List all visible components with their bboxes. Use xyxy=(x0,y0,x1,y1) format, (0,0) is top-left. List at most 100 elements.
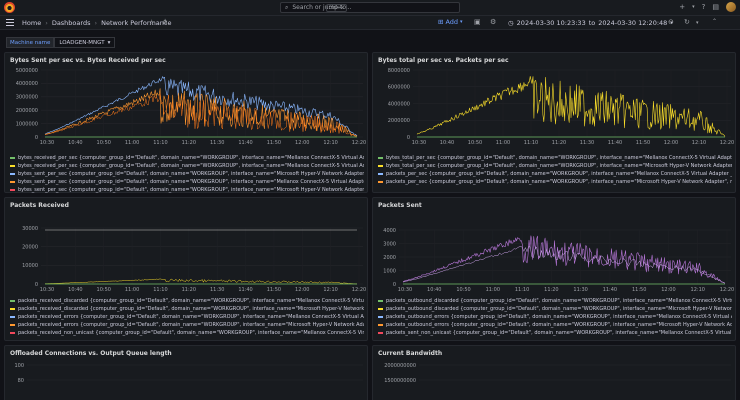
legend-swatch xyxy=(10,157,15,159)
legend-swatch xyxy=(10,300,15,302)
y-tick-label: 0 xyxy=(35,135,38,141)
legend-label: packets_outbound_discarded {computer_gro… xyxy=(386,298,732,304)
legend-label: packets_received_discarded {computer_gro… xyxy=(18,298,364,304)
x-tick-label: 11:20 xyxy=(552,140,566,146)
legend-swatch xyxy=(10,316,15,318)
x-tick-label: 11:20 xyxy=(182,140,196,146)
x-tick-label: 10:30 xyxy=(40,140,54,146)
panel-packets-sent[interactable]: Packets Sent 4000 3000 2000 1000 0 10:30 10:40… xyxy=(372,197,736,341)
refresh-icon[interactable]: ↻ xyxy=(684,18,690,26)
share-icon[interactable]: ⋔ xyxy=(162,18,168,26)
chevron-down-icon[interactable]: ▾ xyxy=(696,20,699,26)
star-icon[interactable]: ☆ xyxy=(148,18,156,27)
breadcrumb-current: Network Performance xyxy=(101,19,172,27)
help-icon[interactable]: ? xyxy=(701,3,706,11)
legend-swatch xyxy=(10,165,15,167)
legend-label: packets_outbound_discarded {computer_gro… xyxy=(386,306,732,312)
legend-label: packets_outbound_errors {computer_group_… xyxy=(386,314,732,320)
legend-item[interactable]: packets_sent_non_unicast {computer_group… xyxy=(378,329,732,337)
legend-item[interactable]: packets_outbound_discarded {computer_gro… xyxy=(378,305,732,313)
legend-swatch xyxy=(378,332,383,334)
collapse-icon[interactable]: ⌃ xyxy=(712,18,718,25)
avatar[interactable] xyxy=(726,2,736,12)
series-line xyxy=(44,93,358,138)
chevron-down-icon: ▾ xyxy=(460,19,463,25)
panel-packets-received[interactable]: Packets Received 30000 20000 10000 0 10:30 10… xyxy=(4,197,368,341)
legend-item[interactable]: packets_per_sec {computer_group_id="Defa… xyxy=(378,178,732,186)
x-tick-label: 11:40 xyxy=(603,287,617,293)
x-tick-label: 11:50 xyxy=(632,287,646,293)
panel-offloaded-connections[interactable]: Offloaded Connections vs. Output Queue l… xyxy=(4,345,368,400)
add-button[interactable]: ⊞ Add ▾ xyxy=(438,18,463,26)
legend-item[interactable]: packets_received_errors {computer_group_… xyxy=(10,321,364,329)
menu-icon[interactable] xyxy=(6,19,14,26)
legend-item[interactable]: packets_outbound_discarded {computer_gro… xyxy=(378,297,732,305)
legend-item[interactable]: packets_outbound_errors {computer_group_… xyxy=(378,321,732,329)
variable-selector: Machine name LOADGEN-MNGT ▾ xyxy=(6,37,116,48)
y-tick-label: 0 xyxy=(393,282,396,288)
zoom-out-icon[interactable]: ⊖ xyxy=(668,18,674,26)
news-icon[interactable]: ▤ xyxy=(712,3,719,11)
y-tick-label: 100 xyxy=(14,363,24,369)
variable-label: Machine name xyxy=(6,37,55,48)
clock-icon: ◷ xyxy=(508,19,514,27)
save-icon[interactable]: ▣ xyxy=(474,18,481,26)
x-tick-label: 11:30 xyxy=(573,287,587,293)
legend-item[interactable]: bytes_received_per_sec {computer_group_i… xyxy=(10,162,364,170)
legend-item[interactable]: bytes_sent_per_sec {computer_group_id="D… xyxy=(10,186,364,194)
legend-item[interactable]: bytes_sent_per_sec {computer_group_id="D… xyxy=(10,178,364,186)
x-tick-label: 11:50 xyxy=(636,140,650,146)
time-to: 2024-03-30 12:20:48 xyxy=(598,19,668,27)
grafana-logo-icon[interactable] xyxy=(4,2,15,13)
legend-item[interactable]: bytes_total_per_sec {computer_group_id="… xyxy=(378,154,732,162)
panel-title: Current Bandwidth xyxy=(378,350,443,357)
settings-icon[interactable]: ⚙ xyxy=(490,18,497,26)
search-input[interactable]: ⌕ Search or jump to... ctrl+k xyxy=(280,2,460,13)
x-tick-label: 11:20 xyxy=(182,287,196,293)
plus-icon[interactable]: + xyxy=(679,3,686,11)
legend-item[interactable]: bytes_received_per_sec {computer_group_i… xyxy=(10,154,364,162)
breadcrumb-dashboards[interactable]: Dashboards xyxy=(51,19,91,27)
legend-swatch xyxy=(10,173,15,175)
y-tick-label: 2000000 xyxy=(16,108,38,114)
legend-item[interactable]: packets_per_sec {computer_group_id="Defa… xyxy=(378,170,732,178)
chevron-down-icon: ▾ xyxy=(107,39,111,46)
breadcrumb-home[interactable]: Home xyxy=(22,19,42,27)
panel-current-bandwidth[interactable]: Current Bandwidth 2000000000 1500000000 xyxy=(372,345,736,400)
x-tick-label: 12:10 xyxy=(323,140,337,146)
legend-swatch xyxy=(10,189,15,191)
legend-label: packets_outbound_errors {computer_group_… xyxy=(386,322,732,328)
y-tick-label: 3000 xyxy=(383,241,396,247)
panel-bytes-sent-vs-received[interactable]: Bytes Sent per sec vs. Bytes Received pe… xyxy=(4,52,368,193)
series-line xyxy=(402,246,726,284)
legend-item[interactable]: packets_received_non_unicast {computer_g… xyxy=(10,329,364,337)
legend-label: packets_sent_non_unicast {computer_group… xyxy=(386,330,732,336)
x-tick-label: 10:30 xyxy=(412,140,426,146)
legend-item[interactable]: packets_received_errors {computer_group_… xyxy=(10,313,364,321)
x-tick-label: 10:50 xyxy=(97,287,111,293)
legend-item[interactable]: packets_outbound_errors {computer_group_… xyxy=(378,313,732,321)
time-range-picker[interactable]: ◷ 2024-03-30 10:23:33 to 2024-03-30 12:2… xyxy=(508,19,673,27)
packets-sent-chart: 4000 3000 2000 1000 010:30 10:40 10:50 11:00 11:… xyxy=(383,228,734,293)
x-tick-label: 11:00 xyxy=(486,287,500,293)
chevron-down-icon[interactable]: ▾ xyxy=(692,4,695,10)
y-tick-label: 0 xyxy=(407,135,410,141)
legend-label: bytes_sent_per_sec {computer_group_id="D… xyxy=(18,187,364,193)
panel-bytes-total-vs-packets[interactable]: Bytes total per sec vs. Packets per sec … xyxy=(372,52,736,193)
variable-dropdown[interactable]: LOADGEN-MNGT ▾ xyxy=(54,37,116,48)
legend-label: bytes_received_per_sec {computer_group_i… xyxy=(18,163,364,169)
legend-item[interactable]: bytes_sent_per_sec {computer_group_id="D… xyxy=(10,170,364,178)
legend-item[interactable]: bytes_total_per_sec {computer_group_id="… xyxy=(378,162,732,170)
x-tick-label: 11:40 xyxy=(608,140,622,146)
legend-item[interactable]: packets_received_discarded {computer_gro… xyxy=(10,297,364,305)
x-tick-label: 10:50 xyxy=(468,140,482,146)
legend-item[interactable]: packets_received_discarded {computer_gro… xyxy=(10,305,364,313)
x-tick-label: 11:30 xyxy=(580,140,594,146)
series-line xyxy=(44,76,358,137)
search-icon: ⌕ xyxy=(285,3,289,11)
y-tick-label: 20000 xyxy=(22,244,38,250)
breadcrumb: Home › Dashboards › Network Performance xyxy=(22,19,171,27)
x-tick-label: 11:00 xyxy=(125,287,139,293)
packets-received-chart: 30000 20000 10000 010:30 10:40 10:50 11:00 11:1… xyxy=(22,226,366,293)
panel-title: Packets Received xyxy=(10,202,69,209)
